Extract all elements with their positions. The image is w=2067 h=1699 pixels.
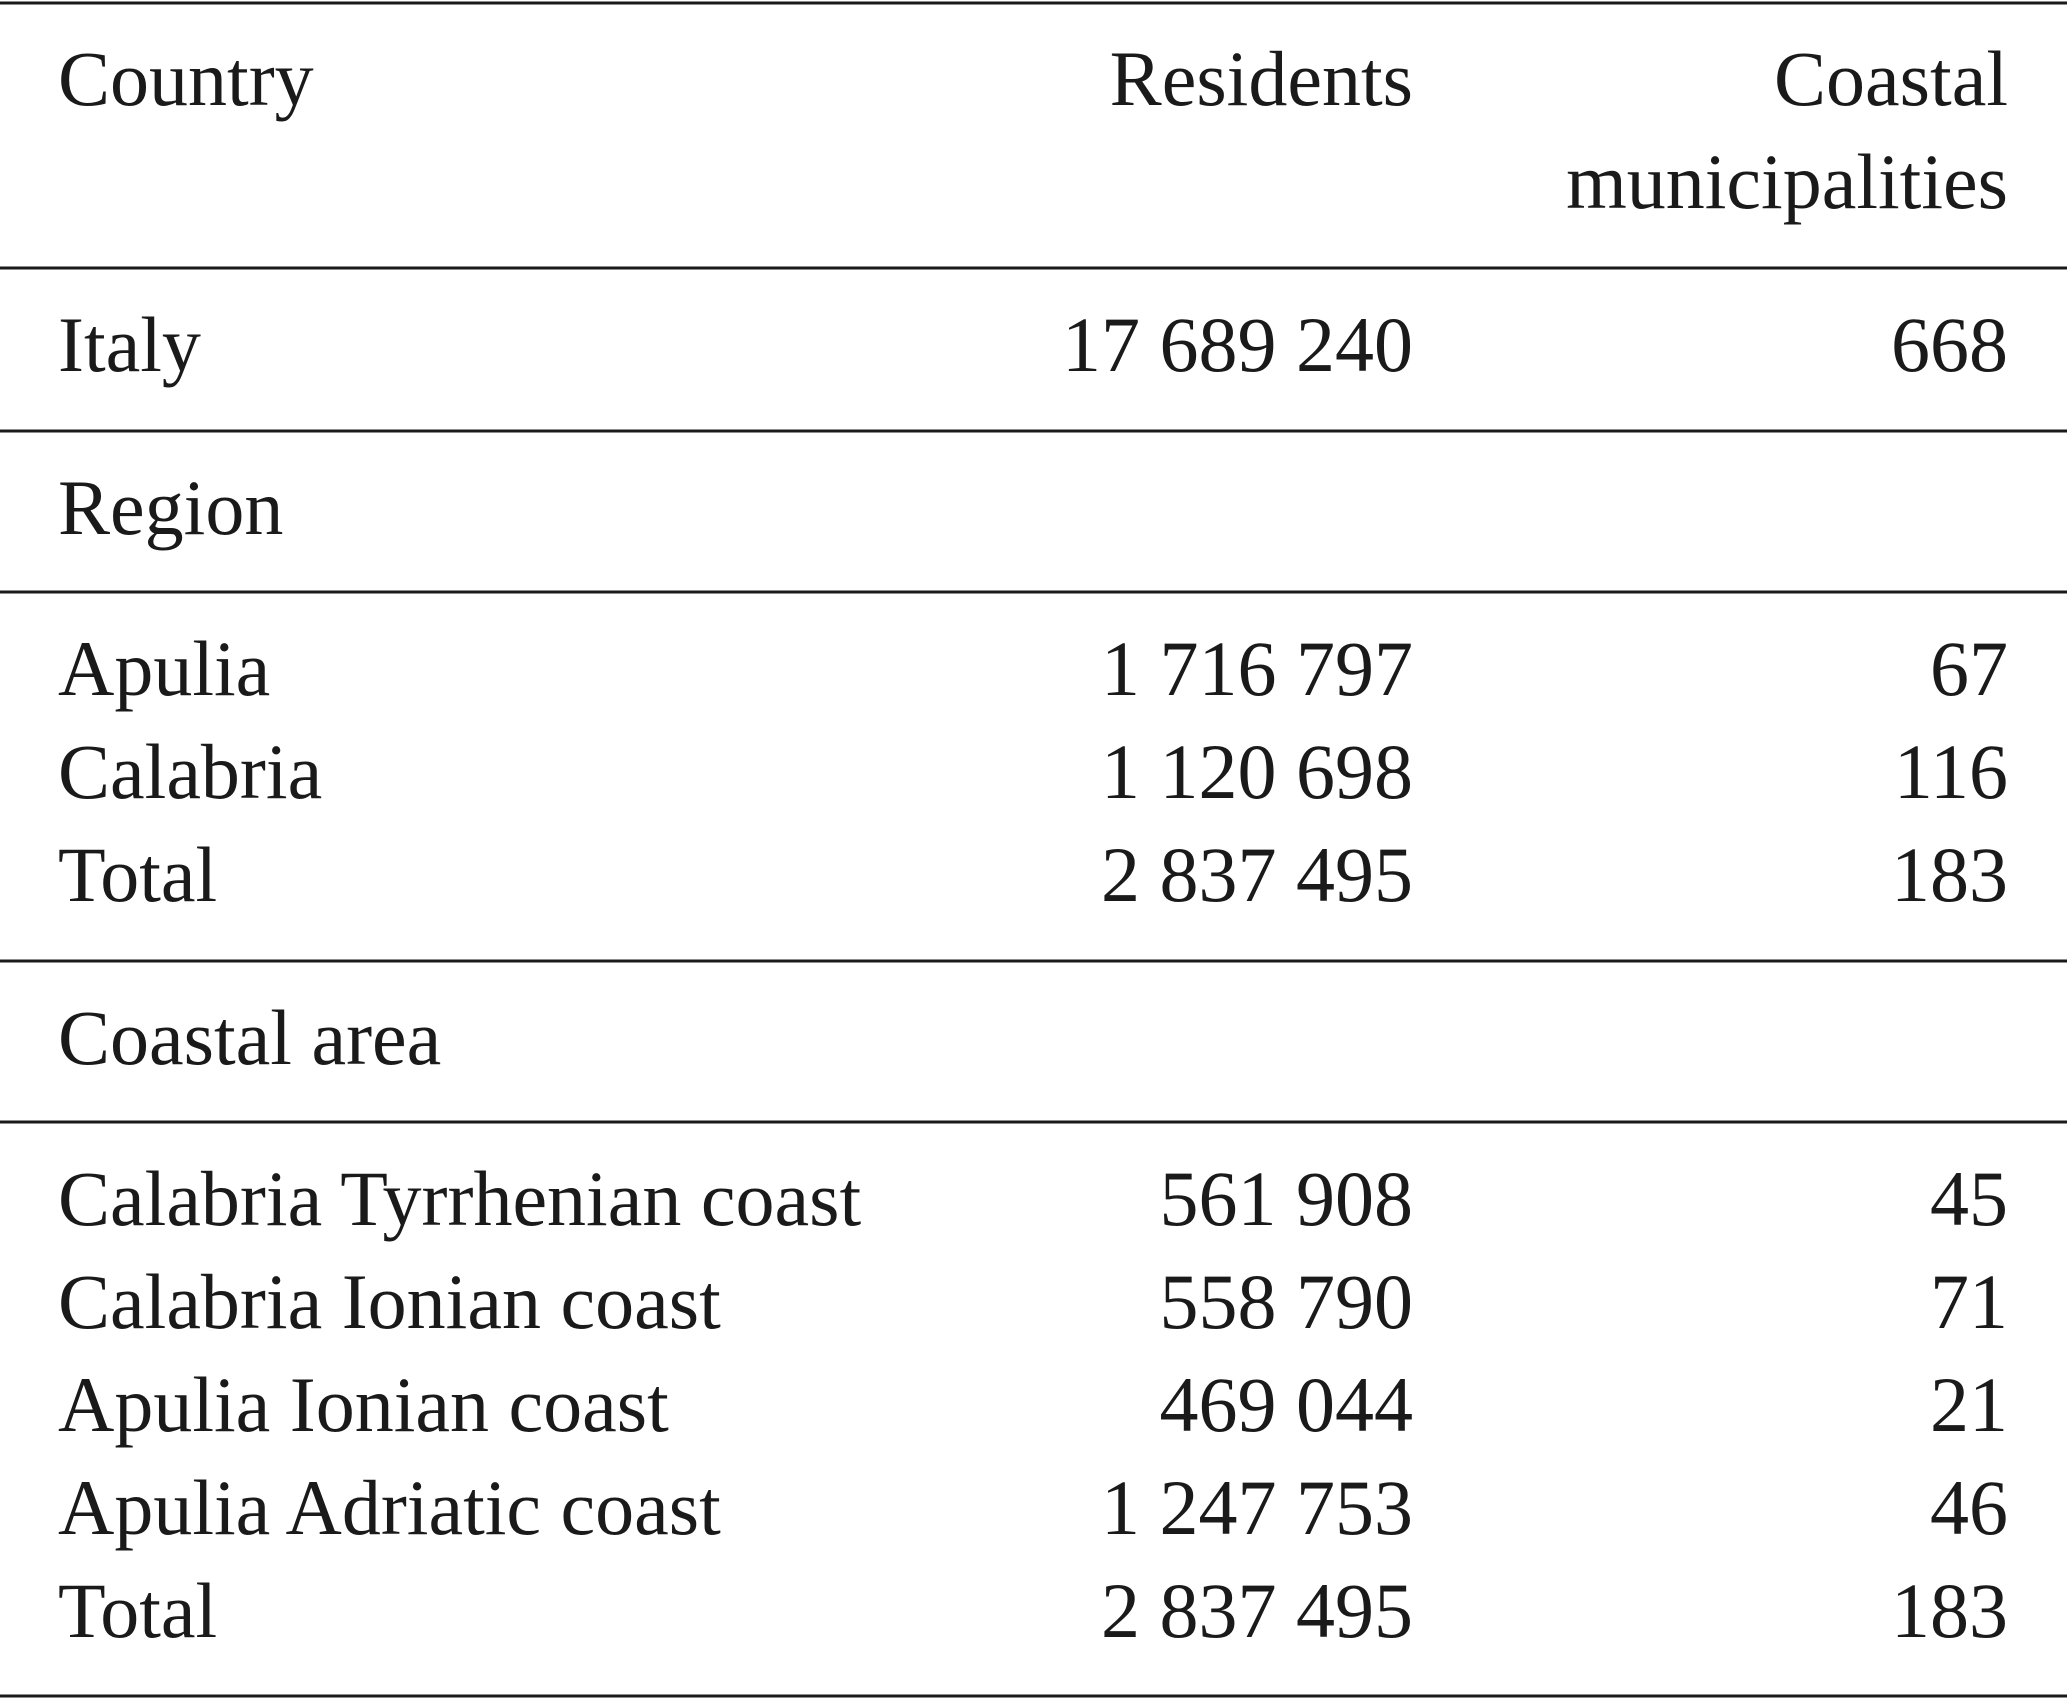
cell: 1 247 753: [1101, 1464, 1413, 1551]
cell: 183: [1891, 1567, 2008, 1654]
header-cell: municipalities: [1566, 138, 2008, 225]
cell: 469 044: [1160, 1361, 1414, 1448]
row-label: Apulia Adriatic coast: [58, 1464, 721, 1551]
cell: 1 716 797: [1101, 625, 1413, 712]
cell: 67: [1930, 625, 2008, 712]
cell: 1 120 698: [1101, 728, 1413, 815]
header-cell: Residents: [1110, 35, 1413, 122]
row-label: Total: [58, 831, 217, 918]
row-label: Apulia Ionian coast: [58, 1361, 669, 1448]
header-cell: Country: [58, 35, 314, 122]
row-label: Apulia: [58, 625, 270, 712]
cell: 21: [1930, 1361, 2008, 1448]
row-label: Calabria Tyrrhenian coast: [58, 1155, 861, 1242]
cell: 558 790: [1160, 1258, 1414, 1345]
cell: 183: [1891, 831, 2008, 918]
section-title: Coastal area: [58, 994, 441, 1081]
row-label: Italy: [58, 301, 201, 388]
cell: 116: [1894, 728, 2008, 815]
row-label: Total: [58, 1567, 217, 1654]
cell: 71: [1930, 1258, 2008, 1345]
cell: 2 837 495: [1101, 1567, 1413, 1654]
cell: 46: [1930, 1464, 2008, 1551]
cell: 17 689 240: [1062, 301, 1413, 388]
cell: 561 908: [1160, 1155, 1414, 1242]
cell: 45: [1930, 1155, 2008, 1242]
header-cell: Coastal: [1774, 35, 2008, 122]
row-label: Calabria: [58, 728, 322, 815]
cell: 668: [1891, 301, 2008, 388]
cell: 2 837 495: [1101, 831, 1413, 918]
section-title: Region: [58, 464, 283, 551]
row-label: Calabria Ionian coast: [58, 1258, 721, 1345]
